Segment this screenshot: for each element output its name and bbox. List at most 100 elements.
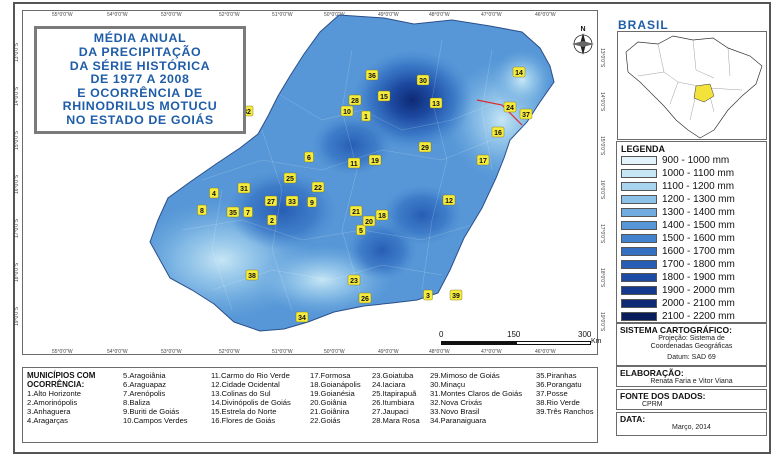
municipality-item: 14.Divinópolis de Goiás: [211, 398, 291, 408]
occurrence-marker-bg: [503, 101, 517, 113]
occurrence-marker-label: 2: [270, 218, 274, 225]
occurrence-marker-label: 19: [371, 158, 379, 165]
occurrence-marker-bg: [243, 206, 253, 218]
occurrence-marker-bg: [491, 126, 505, 138]
municipality-item: 27.Jaupaci: [372, 407, 409, 417]
municipality-column: 23.Goiatuba 24.Iaciara 25.Itapirapuã 26.Itu…: [372, 371, 420, 426]
legend-item: 2100 - 2200 mm: [621, 310, 766, 323]
legend-label: 900 - 1000 mm: [662, 155, 730, 166]
map-title-line: E OCORRÊNCIA DE: [77, 85, 203, 100]
occurrence-marker-bg: [348, 94, 362, 106]
occurrence-marker-bg: [375, 209, 389, 221]
legend-swatch: [621, 221, 657, 230]
graticule-top-label: 53°0'0"W: [161, 12, 182, 18]
legend-list: 900 - 1000 mm 1000 - 1100 mm 1100 - 1200 m…: [621, 154, 766, 323]
graticule-bottom-label: 51°0'0"W: [272, 349, 293, 355]
municipality-column: 11.Carmo do Rio Verde 12.Cidade Ocidental…: [211, 371, 291, 426]
occurrence-marker: 14: [512, 66, 526, 78]
occurrence-marker-label: 11: [350, 161, 358, 168]
graticule-left-label: 14°0'0"S: [14, 86, 20, 106]
occurrence-marker-bg: [368, 154, 382, 166]
occurrence-marker-label: 34: [298, 315, 306, 322]
legend-swatch: [621, 208, 657, 217]
occurrence-marker: 29: [418, 141, 432, 153]
cartographic-system-title: SISTEMA CARTOGRÁFICO:: [620, 325, 732, 335]
occurrence-marker: 17: [476, 154, 490, 166]
legend-label: 1900 - 2000 mm: [662, 285, 735, 296]
occurrence-marker-label: 1: [364, 114, 368, 121]
legend-label: 1800 - 1900 mm: [662, 272, 735, 283]
occurrence-marker-label: 27: [267, 199, 275, 206]
occurrence-marker-label: 31: [240, 186, 248, 193]
occurrence-marker-label: 18: [378, 213, 386, 220]
graticule-left-label: 18°0'0"S: [14, 262, 20, 282]
north-arrow-label: N: [580, 26, 585, 33]
occurrence-marker-label: 16: [494, 130, 502, 137]
occurrence-marker: 23: [347, 274, 361, 286]
legend-swatch: [621, 286, 657, 295]
occurrence-marker-bg: [449, 289, 463, 301]
occurrence-marker: 13: [429, 97, 443, 109]
municipalities-heading-line: OCORRÊNCIA:: [27, 380, 85, 389]
municipality-item: 38.Rio Verde: [536, 398, 580, 408]
occurrence-marker: 25: [283, 172, 297, 184]
scale-tick-label: 150: [507, 330, 521, 339]
map-title-line: NO ESTADO DE GOIÁS: [66, 112, 214, 127]
occurrence-marker-label: 13: [432, 101, 440, 108]
occurrence-marker-label: 28: [351, 98, 359, 105]
graticule-top-label: 49°0'0"W: [378, 12, 399, 18]
occurrence-marker-bg: [197, 204, 207, 216]
graticule-bottom-label: 50°0'0"W: [324, 349, 345, 355]
cartographic-system-panel: SISTEMA CARTOGRÁFICO: Projeção: Sistema …: [616, 323, 767, 366]
scale-tick-label: 0: [439, 330, 444, 339]
elaboration-value: Renata Faria e Vitor Viana: [650, 378, 733, 385]
municipality-item: 28.Mara Rosa: [372, 416, 420, 426]
legend-item: 1400 - 1500 mm: [621, 219, 766, 232]
occurrence-marker-label: 22: [314, 185, 322, 192]
municipality-item: 2.Amorinópolis: [27, 398, 78, 408]
municipality-item: 33.Novo Brasil: [430, 407, 480, 417]
occurrence-marker-bg: [267, 214, 277, 226]
legend-label: 1400 - 1500 mm: [662, 220, 735, 231]
occurrence-marker: 38: [245, 269, 259, 281]
municipality-item: 31.Montes Claros de Goiás: [430, 389, 523, 399]
occurrence-marker-bg: [365, 69, 379, 81]
municipality-item: 5.Aragoiânia: [123, 371, 166, 380]
municipality-item: 32.Nova Crixás: [430, 398, 482, 408]
municipality-item: 30.Minaçu: [430, 380, 466, 390]
graticule-top-label: 51°0'0"W: [272, 12, 293, 18]
data-source-panel: FONTE DOS DADOS: CPRM: [616, 389, 767, 410]
municipality-item: 22.Goiás: [310, 416, 341, 426]
occurrence-marker-label: 26: [361, 296, 369, 303]
occurrence-marker: 16: [491, 126, 505, 138]
north-arrow: N: [572, 26, 594, 55]
occurrence-marker-label: 35: [229, 210, 237, 217]
occurrence-marker: 39: [449, 289, 463, 301]
municipality-item: 9.Buriti de Goiás: [123, 407, 180, 417]
legend-item: 1200 - 1300 mm: [621, 193, 766, 206]
occurrence-marker-label: 8: [200, 208, 204, 215]
legend-label: 1600 - 1700 mm: [662, 246, 735, 257]
map-title-line: DA SÉRIE HISTÓRICA: [69, 58, 211, 73]
data-source-value: CPRM: [642, 401, 663, 408]
date-title: DATA:: [620, 414, 646, 424]
legend-swatch: [621, 273, 657, 282]
occurrence-marker-bg: [237, 182, 251, 194]
occurrence-marker: 20: [362, 215, 376, 227]
inset-title: BRASIL: [618, 18, 669, 32]
occurrence-marker-bg: [361, 110, 371, 122]
municipality-item: 35.Piranhas: [536, 371, 577, 380]
graticule-right-label: 19°0'0"S: [599, 312, 605, 332]
municipality-item: 4.Aragarças: [27, 416, 68, 426]
legend-swatch: [621, 260, 657, 269]
municipality-column: 29.Mimoso de Goiás 30.Minaçu 31.Montes Cla…: [430, 371, 522, 426]
municipality-column: 5.Aragoiânia 6.Araguapaz 7.Arenópolis 8.Bal…: [123, 371, 188, 426]
elaboration-title: ELABORAÇÃO:: [620, 368, 684, 378]
municipalities-heading-line: MUNICÍPIOS COM: [27, 371, 96, 380]
occurrence-marker-label: 15: [380, 94, 388, 101]
municipality-item: 16.Flores de Goiás: [211, 416, 276, 426]
legend-label: 1100 - 1200 mm: [662, 181, 735, 192]
legend-swatch: [621, 234, 657, 243]
inset-map-frame: [617, 31, 767, 140]
municipality-item: 23.Goiatuba: [372, 371, 414, 380]
